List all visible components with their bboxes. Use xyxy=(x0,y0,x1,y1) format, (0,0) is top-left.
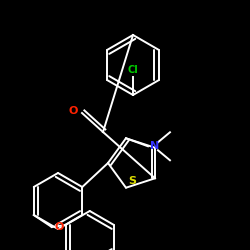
Text: S: S xyxy=(128,176,136,186)
Text: N: N xyxy=(150,141,159,151)
Text: O: O xyxy=(68,106,78,116)
Text: Cl: Cl xyxy=(128,65,138,75)
Text: O: O xyxy=(55,222,64,232)
